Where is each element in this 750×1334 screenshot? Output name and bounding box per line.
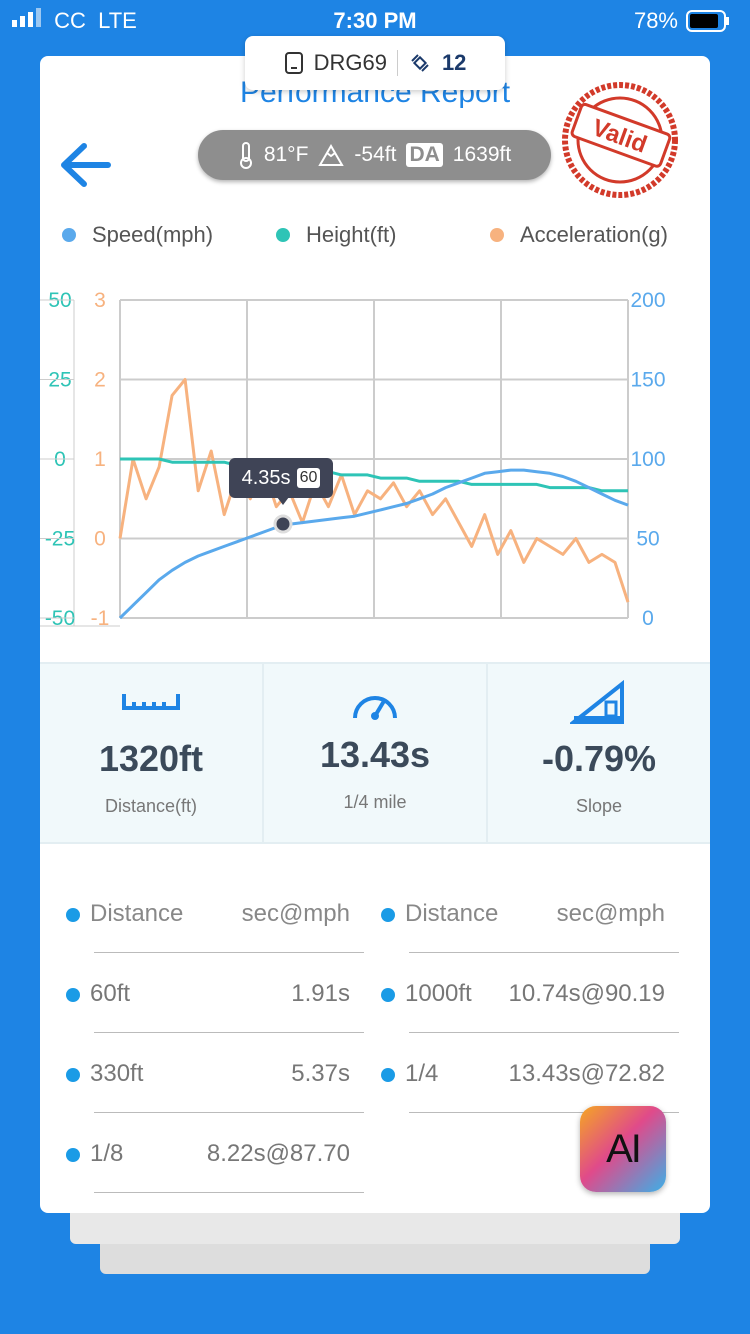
density-altitude: 1639ft: [452, 143, 512, 166]
y-tick-label: 3: [94, 289, 106, 312]
split-distance: 330ft: [90, 1060, 144, 1087]
split-time: 13.43s@72.82: [508, 1060, 665, 1087]
legend-dot: [490, 228, 504, 242]
tooltip-speed: 60: [296, 468, 321, 488]
tooltip: 4.35s 60: [229, 458, 333, 498]
temperature: 81°F: [263, 143, 309, 166]
row-rule: [94, 952, 364, 953]
split-distance: 1/4: [405, 1060, 439, 1087]
stat-label: 1/4 mile: [343, 792, 407, 812]
report-card: [40, 56, 710, 1213]
y-tick-label: 2: [94, 369, 106, 392]
column-header: sec@mph: [241, 900, 350, 927]
battery-percent: 78%: [633, 8, 678, 33]
legend-item: Height(ft): [276, 222, 490, 248]
carrier: CC: [54, 8, 86, 33]
legend: Speed(mph) Height(ft) Acceleration(g): [62, 222, 690, 248]
bullet: [381, 908, 395, 922]
stat-label: Distance(ft): [104, 796, 198, 816]
stat-value: -0.79%: [541, 738, 657, 779]
legend-label: Speed(mph): [92, 222, 214, 247]
row-rule: [409, 1112, 679, 1113]
stats-panel: 1320ft Distance(ft) 13.43s 1/4 mile -0.7…: [40, 662, 710, 844]
row-rule: [94, 1032, 364, 1033]
conditions-pill: 81°F -54ft DA 1639ft: [198, 130, 551, 180]
legend-dot: [62, 228, 76, 242]
satellite-count: 12: [441, 50, 467, 75]
stat-slope: -0.79% Slope: [488, 664, 710, 842]
ruler-icon: [122, 694, 180, 710]
legend-label: Height(ft): [306, 222, 397, 247]
stack-card-1: [70, 1208, 680, 1244]
device-name: DRG69: [313, 50, 387, 75]
split-time: 10.74s@90.19: [508, 980, 665, 1007]
split-distance: 1/8: [90, 1140, 124, 1167]
y-tick-label: 0: [94, 528, 106, 551]
slope-icon: [570, 680, 624, 724]
elevation: -54ft: [354, 143, 397, 166]
row-rule: [409, 952, 679, 953]
split-distance: 1000ft: [405, 980, 472, 1007]
clock: 7:30 PM: [333, 8, 417, 33]
battery-icon: [686, 10, 729, 32]
valid-stamp: Valid: [562, 82, 678, 198]
y-tick-label: 100: [630, 448, 665, 471]
split-time: 5.37s: [291, 1060, 350, 1087]
column-header: Distance: [405, 900, 499, 927]
row-rule: [409, 1032, 679, 1033]
stack-card-2: [100, 1240, 650, 1274]
da-badge: DA: [406, 143, 443, 167]
legend-dot: [276, 228, 290, 242]
y-tick-label: -1: [91, 607, 110, 630]
bullet: [66, 1148, 80, 1162]
thermometer-icon: [239, 142, 252, 169]
satellite-icon: [411, 54, 429, 72]
bullet: [66, 908, 80, 922]
series-line: [120, 457, 628, 493]
signal-icon: [12, 8, 41, 27]
status-left: CC LTE: [12, 8, 137, 34]
series-line: [118, 378, 630, 603]
split-time: 1.91s: [291, 980, 350, 1007]
y-tick-label: 1: [94, 448, 106, 471]
split-distance: 60ft: [90, 980, 131, 1007]
device-icon: [284, 52, 303, 74]
split-time: 8.22s@87.70: [206, 1140, 350, 1167]
stat-distance: 1320ft Distance(ft): [40, 664, 264, 842]
gauge-icon: [353, 696, 397, 720]
ai-app-button[interactable]: AI: [580, 1106, 666, 1192]
stat-time: 13.43s 1/4 mile: [264, 664, 488, 842]
status-right: 78%: [634, 8, 730, 34]
row-rule: [94, 1192, 364, 1193]
y-tick-label: 150: [630, 369, 665, 392]
bullet: [66, 988, 80, 1002]
mountain-icon: [318, 144, 345, 166]
series-line: [118, 468, 629, 620]
tooltip-pointer: [273, 497, 293, 534]
legend-label: Acceleration(g): [520, 222, 668, 247]
y-tick-label: 0: [642, 607, 654, 630]
column-header: Distance: [90, 900, 184, 927]
legend-item: Acceleration(g): [490, 222, 690, 248]
stat-label: Slope: [575, 796, 623, 816]
y-tick-label: 50: [636, 528, 659, 551]
network: LTE: [98, 8, 137, 33]
stat-value: 1320ft: [98, 738, 204, 779]
tooltip-time: 4.35s: [241, 466, 291, 489]
bullet: [66, 1068, 80, 1082]
stat-value: 13.43s: [319, 734, 431, 775]
back-button[interactable]: [58, 140, 112, 190]
bullet: [381, 1068, 395, 1082]
column-header: sec@mph: [556, 900, 665, 927]
bullet: [381, 988, 395, 1002]
app-icon-text: AI: [606, 1126, 642, 1171]
y-tick-label: 200: [630, 289, 665, 312]
device-pill[interactable]: DRG69 12: [245, 36, 505, 90]
row-rule: [94, 1112, 364, 1113]
divider: [396, 50, 398, 76]
legend-item: Speed(mph): [62, 222, 276, 248]
